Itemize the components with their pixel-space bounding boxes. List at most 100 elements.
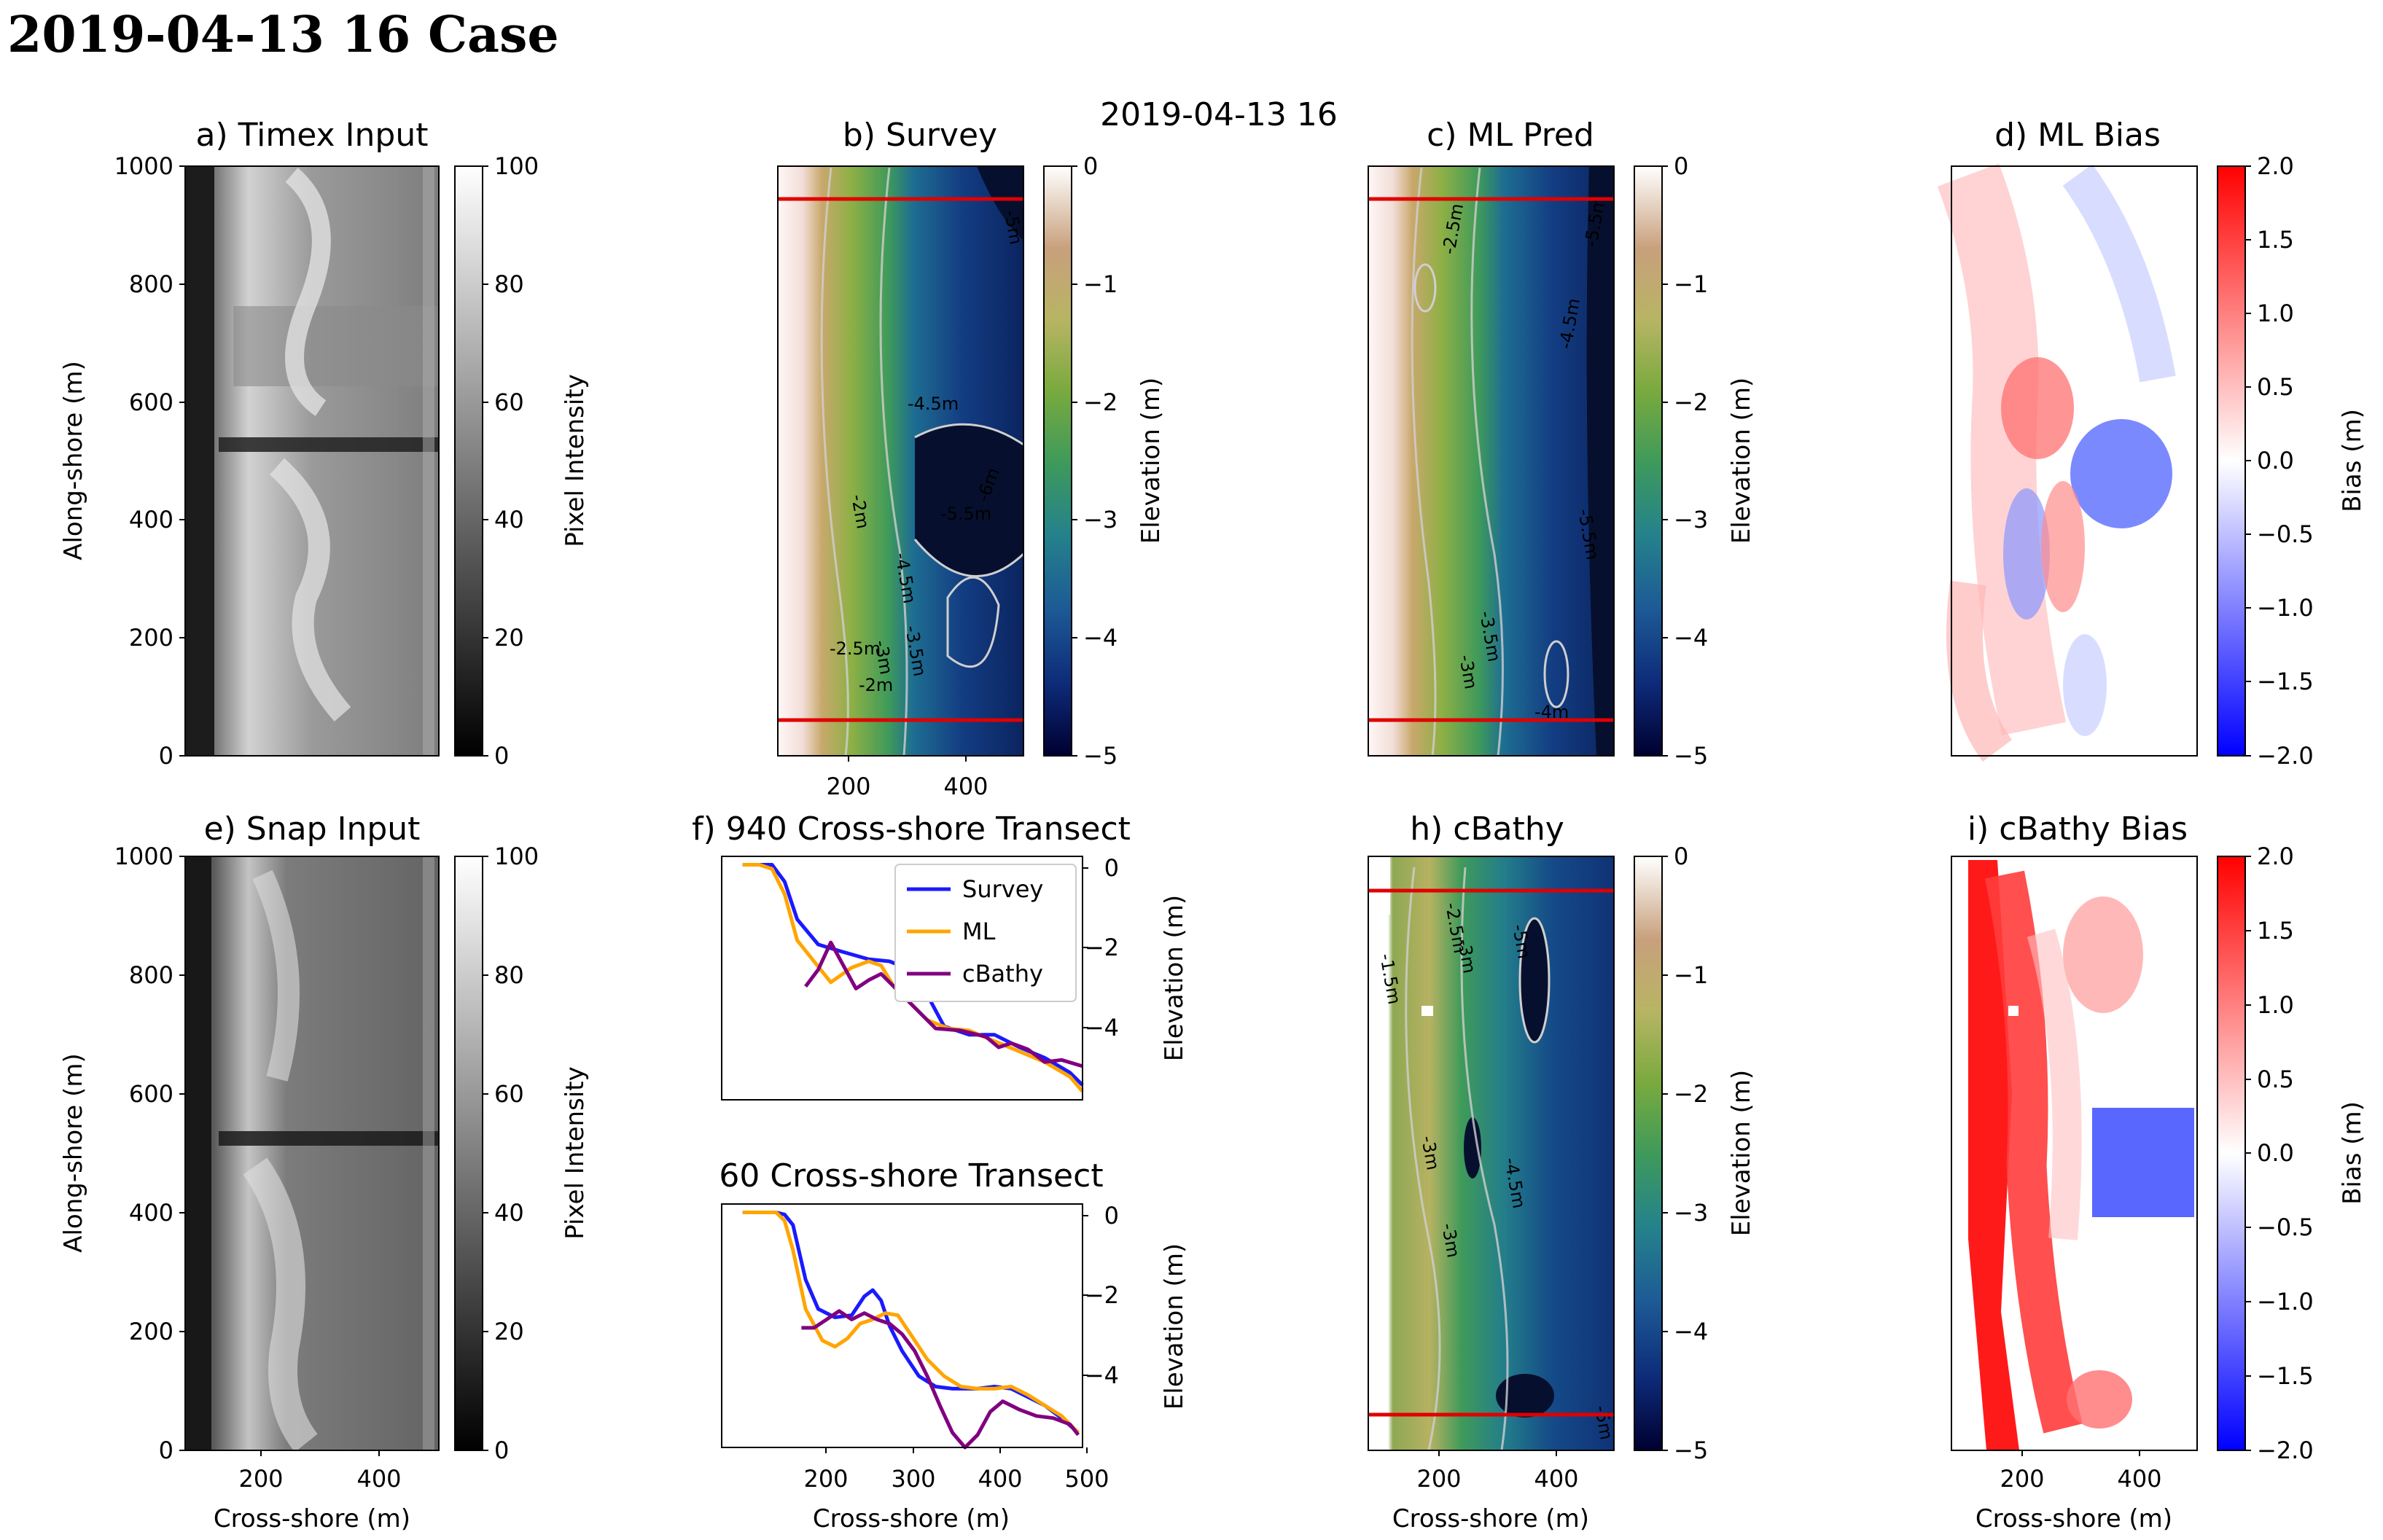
panel-c: c) ML Pred -2.5m -5.5m -4.5m -5.5m -3.5m… [1368, 117, 1756, 770]
panel-f2-ytick: −2 [1085, 1281, 1119, 1309]
panel-i-cb-tick: −1.5 [2257, 1362, 2314, 1390]
panel-e-colorbar [454, 856, 483, 1451]
panel-i-title: i) cBathy Bias [1967, 810, 2188, 848]
panel-a-cb-tick: 0 [494, 742, 509, 770]
series-line-cbathy [801, 1309, 1080, 1450]
panel-b-xtick: 400 [943, 773, 988, 800]
panel-h-xlabel: Cross-shore (m) [1392, 1504, 1589, 1533]
panel-e-xtick: 400 [356, 1465, 401, 1493]
panel-h-xtick: 200 [1416, 1465, 1461, 1493]
panel-b-cb-tick: −3 [1083, 506, 1118, 533]
panel-c-colorbar [1634, 165, 1663, 757]
panel-a-ylabel: Along-shore (m) [59, 361, 88, 560]
panel-a-ytick: 400 [129, 506, 173, 533]
panel-e-xticks: 200 400 [238, 1450, 402, 1493]
legend-label-survey: Survey [962, 875, 1043, 903]
panel-a-cb-tick: 20 [494, 624, 524, 652]
panel-h-title: h) cBathy [1410, 810, 1564, 848]
panel-h-xticks: 200 400 [1416, 1450, 1579, 1493]
legend: Survey ML cBathy [894, 864, 1077, 1002]
panel-e-xlabel: Cross-shore (m) [214, 1504, 410, 1533]
panel-h-cb-tick: −3 [1674, 1199, 1708, 1227]
contour-label: -4.5m [908, 394, 959, 414]
panel-c-cb-tick: −3 [1674, 506, 1708, 533]
panel-d-cb-tick: 1.5 [2257, 226, 2294, 254]
panel-c-cb-tick: −5 [1674, 742, 1708, 770]
panel-e-cb-tick: 60 [494, 1080, 524, 1108]
panel-h-colorbar [1634, 856, 1663, 1451]
contour-label: -2.5m [830, 638, 881, 659]
panel-h-cb-ticks: 0 −1 −2 −3 −4 −5 [1662, 843, 1708, 1464]
panel-d-cb-tick: 0.5 [2257, 373, 2294, 401]
panel-h-cb-tick: −2 [1674, 1080, 1708, 1108]
panel-e-cb-label: Pixel Intensity [561, 1066, 590, 1239]
panel-e-xtick: 200 [238, 1465, 283, 1493]
panel-d-title: d) ML Bias [1994, 117, 2161, 154]
cbathy-contour-labels: -1.5m -2.5m -3m -5m -3m -4.5m -3m -5m [1376, 901, 1617, 1441]
series-line-ml [742, 863, 1084, 1093]
panel-a-cb-tick: 40 [494, 506, 524, 533]
survey-contour-labels: -5m -4.5m -5.5m -6m -2m -4.5m -2.5m -2m … [830, 208, 1026, 695]
ml-bias-image [1937, 163, 2197, 762]
panel-e-title: e) Snap Input [204, 810, 421, 848]
panel-c-cb-tick: −4 [1674, 624, 1708, 652]
panel-f1-ylabel: Elevation (m) [1160, 895, 1189, 1061]
panel-b-title: b) Survey [843, 117, 997, 154]
panel-i: i) cBathy Bias 200 400 Cross-shore (m) [1951, 810, 2367, 1533]
panel-f1-ytick: −2 [1085, 934, 1119, 961]
panel-e-cb-tick: 40 [494, 1199, 524, 1227]
panel-c-cb-tick: −1 [1674, 270, 1708, 298]
panel-b-cb-tick: −4 [1083, 624, 1118, 652]
figure-suptitle: 2019-04-13 16 [1100, 96, 1338, 133]
panel-b-cb-tick: −2 [1083, 388, 1118, 416]
panel-a-cb-tick: 60 [494, 388, 524, 416]
panel-e-ytick: 800 [129, 961, 173, 989]
panel-a-ytick: 200 [129, 624, 173, 652]
panel-e-cb-tick: 0 [494, 1437, 509, 1464]
panel-f1-ytick: −4 [1085, 1014, 1119, 1041]
panel-i-xlabel: Cross-shore (m) [1976, 1504, 2172, 1533]
snap-image [185, 856, 439, 1453]
panel-a-cb-tick: 100 [494, 152, 539, 180]
legend-label-ml: ML [962, 918, 996, 945]
panel-e: e) Snap Input 0 200 400 600 800 1000 [59, 810, 590, 1533]
panel-i-xtick: 200 [2000, 1465, 2044, 1493]
panel-a-yticks: 0 200 400 600 800 1000 [114, 152, 185, 770]
panel-i-cb-tick: 0.5 [2257, 1066, 2294, 1093]
panel-e-cb-ticks: 0 20 40 60 80 100 [483, 843, 539, 1464]
panel-b-cb-tick: 0 [1083, 152, 1098, 180]
panel-d-cb-tick: 0.0 [2257, 447, 2294, 474]
panel-a-cb-tick: 80 [494, 270, 524, 298]
survey-bathymetry-image [778, 166, 1025, 757]
panel-h-cb-tick: −4 [1674, 1318, 1708, 1345]
panel-a-ytick: 800 [129, 270, 173, 298]
panel-f1: f) 940 Cross-shore Transect 0 −2 −4 Elev… [692, 810, 1189, 1101]
panel-h-cb-label: Elevation (m) [1727, 1070, 1756, 1236]
panel-i-xticks: 200 400 [2000, 1450, 2162, 1493]
panel-d-cb-tick: −1.5 [2257, 668, 2314, 695]
panel-i-cb-tick: 1.5 [2257, 917, 2294, 945]
panel-e-ylabel: Along-shore (m) [59, 1053, 88, 1253]
panel-b-xticks: 200 400 [826, 756, 988, 800]
panel-i-cb-tick: 0.0 [2257, 1139, 2294, 1167]
panel-f2-xlabel: Cross-shore (m) [813, 1504, 1010, 1533]
panel-d-colorbar [2217, 165, 2246, 757]
timex-image [185, 166, 439, 756]
panel-d-cb-tick: 2.0 [2257, 152, 2294, 180]
panel-b-cb-tick: −1 [1083, 270, 1118, 298]
panel-a-title: a) Timex Input [196, 117, 429, 154]
panel-h-cb-tick: 0 [1674, 843, 1688, 870]
panel-f1-title: f) 940 Cross-shore Transect [692, 810, 1131, 848]
series-line-ml [742, 1211, 1080, 1434]
panel-e-ytick: 400 [129, 1199, 173, 1227]
panel-c-title: c) ML Pred [1427, 117, 1594, 154]
panel-d-cb-tick: −2.0 [2257, 742, 2314, 770]
panel-e-cb-tick: 100 [494, 843, 539, 870]
panel-h-cb-tick: −1 [1674, 961, 1708, 989]
panel-f2-xtick: 300 [891, 1465, 935, 1493]
cbathy-bias-image [1951, 856, 2197, 1450]
panel-f2-xtick: 400 [978, 1465, 1022, 1493]
panel-i-xtick: 400 [2117, 1465, 2161, 1493]
panel-b-cb-ticks: 0 −1 −2 −3 −4 −5 [1072, 152, 1118, 770]
